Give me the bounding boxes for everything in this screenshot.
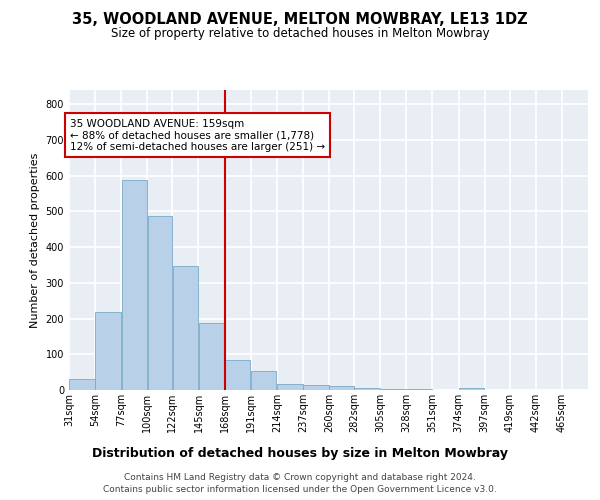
Text: Contains HM Land Registry data © Crown copyright and database right 2024.: Contains HM Land Registry data © Crown c…	[124, 472, 476, 482]
Bar	[148, 216, 172, 390]
Bar	[70, 379, 95, 390]
Bar	[251, 372, 277, 390]
Bar	[225, 360, 250, 390]
Text: 35 WOODLAND AVENUE: 159sqm
← 88% of detached houses are smaller (1,778)
12% of s: 35 WOODLAND AVENUE: 159sqm ← 88% of deta…	[70, 118, 325, 152]
Bar	[355, 388, 380, 390]
Text: Contains public sector information licensed under the Open Government Licence v3: Contains public sector information licen…	[103, 485, 497, 494]
Bar	[277, 384, 302, 390]
Text: Size of property relative to detached houses in Melton Mowbray: Size of property relative to detached ho…	[110, 28, 490, 40]
Text: Distribution of detached houses by size in Melton Mowbray: Distribution of detached houses by size …	[92, 448, 508, 460]
Text: 35, WOODLAND AVENUE, MELTON MOWBRAY, LE13 1DZ: 35, WOODLAND AVENUE, MELTON MOWBRAY, LE1…	[72, 12, 528, 28]
Bar	[122, 180, 147, 390]
Y-axis label: Number of detached properties: Number of detached properties	[30, 152, 40, 328]
Bar	[95, 312, 121, 390]
Bar	[329, 386, 354, 390]
Bar	[380, 389, 406, 390]
Bar	[173, 266, 198, 390]
Bar	[459, 388, 484, 390]
Bar	[303, 385, 329, 390]
Bar	[199, 323, 224, 390]
